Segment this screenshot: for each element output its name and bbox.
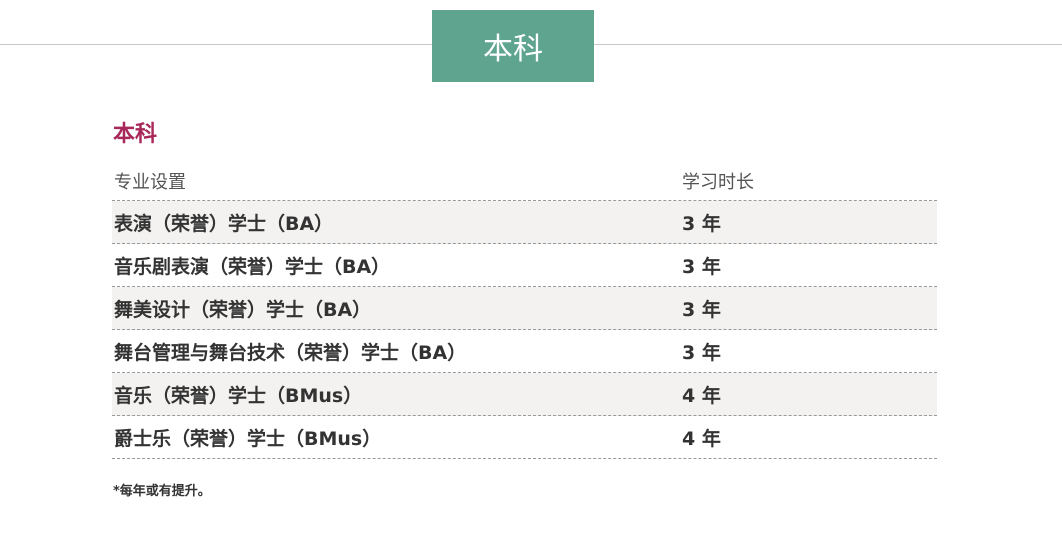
table-row: 音乐剧表演（荣誉）学士（BA） 3 年 (112, 244, 937, 287)
table-row: 音乐（荣誉）学士（BMus） 4 年 (112, 373, 937, 416)
program-name: 表演（荣誉）学士（BA） (114, 212, 334, 235)
table-row: 舞台管理与舞台技术（荣誉）学士（BA） 3 年 (112, 330, 937, 373)
program-name: 爵士乐（荣誉）学士（BMus） (114, 427, 382, 450)
program-duration: 3 年 (682, 298, 721, 321)
footnote: *每年或有提升。 (113, 484, 211, 499)
table-header: 专业设置 学习时长 (112, 162, 937, 201)
table-row: 爵士乐（荣誉）学士（BMus） 4 年 (112, 416, 937, 459)
table-row: 舞美设计（荣誉）学士（BA） 3 年 (112, 287, 937, 330)
section-banner: 本科 (432, 10, 594, 82)
program-name: 音乐剧表演（荣誉）学士（BA） (114, 255, 391, 278)
program-name: 音乐（荣誉）学士（BMus） (114, 384, 363, 407)
header-program: 专业设置 (114, 172, 186, 193)
program-duration: 4 年 (682, 384, 721, 407)
program-duration: 4 年 (682, 427, 721, 450)
section-title: 本科 (113, 122, 158, 147)
program-duration: 3 年 (682, 341, 721, 364)
program-duration: 3 年 (682, 255, 721, 278)
table-row: 表演（荣誉）学士（BA） 3 年 (112, 201, 937, 244)
program-duration: 3 年 (682, 212, 721, 235)
program-table: 专业设置 学习时长 表演（荣誉）学士（BA） 3 年 音乐剧表演（荣誉）学士（BA… (112, 162, 937, 459)
header-duration: 学习时长 (682, 172, 754, 193)
program-name: 舞台管理与舞台技术（荣誉）学士（BA） (114, 341, 467, 364)
program-name: 舞美设计（荣誉）学士（BA） (114, 298, 372, 321)
